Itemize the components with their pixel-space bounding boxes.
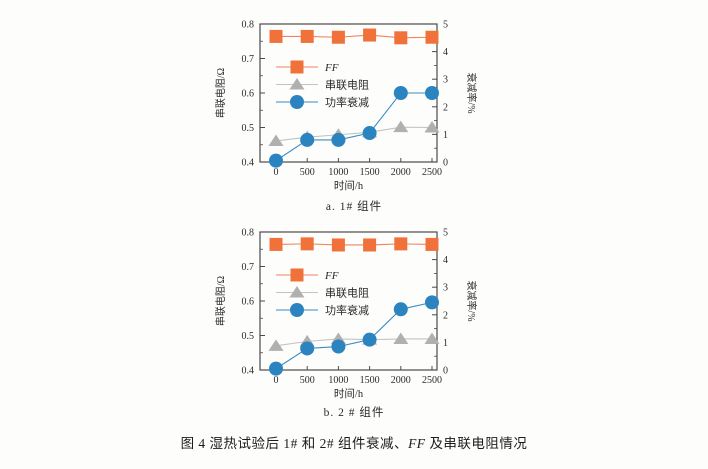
data-point-square — [269, 29, 283, 43]
data-point-circle — [331, 132, 346, 147]
x-tick-label: 2000 — [391, 167, 411, 178]
series-line-square — [276, 34, 433, 39]
data-point-circle — [300, 341, 315, 356]
y-left-tick-label: 0.4 — [242, 158, 255, 169]
data-point-square — [363, 238, 377, 252]
data-point-square — [300, 29, 314, 43]
x-tick-label: 1000 — [328, 375, 348, 386]
legend-label: 串联电阻 — [325, 79, 369, 92]
data-point-square — [331, 238, 345, 252]
data-point-triangle — [393, 332, 409, 344]
data-point-square — [300, 237, 314, 251]
y-left-tick-label: 0.5 — [242, 123, 255, 134]
x-tick-label: 500 — [300, 167, 315, 178]
y-right-tick-label: 0 — [443, 366, 448, 377]
y-left-tick-label: 0.4 — [242, 366, 255, 377]
data-point-triangle — [268, 339, 284, 351]
data-point-circle — [300, 132, 315, 147]
legend-marker-square — [290, 268, 304, 282]
x-axis-title: 时间/h — [334, 387, 364, 400]
y-left-axis-title: 串联电阻/Ω — [214, 68, 227, 118]
legend-marker-circle — [290, 95, 304, 109]
figure-caption-suffix: 及串联电阻情况 — [425, 436, 528, 451]
data-point-square — [425, 237, 439, 251]
y-left-tick-label: 0.8 — [242, 20, 255, 31]
data-point-square — [394, 31, 408, 45]
y-right-tick-label: 3 — [443, 283, 448, 294]
x-tick-label: 1500 — [360, 375, 380, 386]
y-right-tick-label: 2 — [443, 310, 448, 321]
data-point-square — [363, 28, 377, 42]
data-point-circle — [269, 153, 283, 168]
data-point-circle — [362, 332, 377, 347]
x-tick-label: 2500 — [422, 167, 442, 178]
figure-caption-prefix: 图 4 湿热试验后 1# 和 2# 组件衰减、 — [180, 436, 409, 451]
figure-caption: 图 4 湿热试验后 1# 和 2# 组件衰减、FF 及串联电阻情况 — [0, 432, 708, 452]
y-right-tick-label: 5 — [443, 228, 448, 239]
x-tick-label: 2500 — [422, 375, 442, 386]
plot-frame — [259, 231, 438, 371]
legend-marker-circle — [290, 303, 304, 317]
legend-label: 串联电阻 — [325, 287, 369, 300]
y-right-tick-label: 4 — [443, 255, 448, 266]
legend-label: 功率衰减 — [325, 95, 369, 109]
data-point-circle — [425, 86, 439, 100]
data-point-triangle — [268, 134, 284, 146]
data-point-square — [269, 237, 283, 251]
legend-marker-square — [290, 60, 304, 74]
legend-marker-triangle — [289, 286, 305, 298]
y-left-tick-label: 0.6 — [242, 89, 255, 100]
y-left-axis-title: 串联电阻/Ω — [214, 276, 227, 326]
chart-module-1: 0.4 0.5 0.6 0.7 0.8 0 1 2 3 4 5 0 500 1000 1500 2000 250… — [214, 20, 478, 193]
legend-label: FF — [324, 62, 339, 74]
data-point-circle — [393, 302, 408, 317]
data-point-square — [394, 237, 408, 251]
data-point-circle — [393, 86, 408, 100]
y-left-tick-label: 0.6 — [242, 297, 255, 308]
x-axis-title: 时间/h — [334, 179, 364, 192]
x-tick-label: 1500 — [360, 167, 380, 178]
data-point-triangle — [424, 332, 440, 344]
x-tick-label: 1000 — [328, 167, 348, 178]
data-point-triangle — [393, 120, 409, 133]
data-point-triangle — [424, 121, 440, 133]
y-right-tick-label: 0 — [443, 158, 448, 169]
chart-module-2: 0.4 0.5 0.6 0.7 0.8 0 1 2 3 4 5 0 500 1000 1500 2000 250… — [214, 228, 478, 401]
subcaption-module-1: a. 1# 组件 — [325, 201, 383, 213]
series-line-square — [275, 243, 433, 246]
y-right-tick-label: 5 — [443, 20, 448, 31]
y-right-axis-title: 衰减率/% — [465, 280, 478, 321]
y-right-tick-label: 1 — [443, 130, 448, 141]
y-left-tick-label: 0.5 — [242, 331, 255, 342]
series-line-triangle — [275, 126, 433, 142]
legend-marker-triangle — [289, 78, 305, 90]
y-left-tick-label: 0.7 — [242, 54, 255, 65]
data-point-square — [425, 30, 439, 44]
data-point-circle — [269, 361, 283, 376]
subcaption-module-2: b. 2 # 组件 — [323, 407, 385, 419]
x-tick-label: 0 — [274, 375, 279, 386]
x-tick-label: 2000 — [391, 375, 411, 386]
data-point-circle — [425, 295, 439, 310]
y-left-tick-label: 0.8 — [242, 228, 255, 239]
figure-caption-ff: FF — [408, 436, 426, 451]
y-right-tick-label: 4 — [443, 47, 448, 58]
y-right-tick-label: 1 — [443, 338, 448, 349]
x-tick-label: 500 — [300, 375, 315, 386]
y-right-tick-label: 2 — [443, 102, 448, 113]
series-line-triangle — [275, 338, 432, 347]
legend-label: FF — [324, 270, 339, 282]
data-point-circle — [362, 126, 377, 141]
data-point-circle — [331, 339, 346, 354]
y-left-tick-label: 0.7 — [242, 262, 255, 273]
y-right-axis-title: 衰减率/% — [465, 72, 478, 113]
x-tick-label: 0 — [274, 167, 279, 178]
y-right-tick-label: 3 — [443, 75, 448, 86]
data-point-square — [331, 30, 345, 44]
legend-label: 功率衰减 — [325, 303, 369, 317]
